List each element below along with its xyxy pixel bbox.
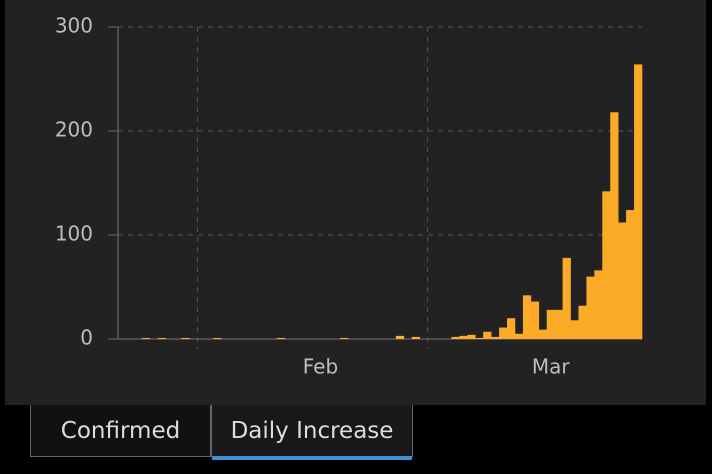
y-tick-label: 300	[55, 14, 93, 38]
bar	[626, 210, 635, 339]
bar	[578, 305, 587, 339]
bar	[538, 329, 548, 339]
x-tick-label: Mar	[532, 355, 571, 379]
bar	[141, 337, 151, 339]
bar	[562, 257, 571, 339]
bar	[499, 327, 508, 339]
bar	[586, 276, 595, 339]
bar	[483, 331, 492, 339]
bar	[610, 112, 619, 339]
bar	[570, 320, 579, 339]
bar	[530, 301, 540, 339]
bar	[491, 336, 500, 339]
bar	[554, 309, 563, 339]
bar	[546, 309, 555, 339]
x-tick-label: Feb	[303, 355, 338, 379]
bar	[411, 336, 420, 339]
y-tick-label: 0	[80, 326, 93, 350]
y-tick-label: 100	[55, 222, 93, 246]
bar	[522, 295, 532, 339]
bar	[157, 337, 166, 339]
bar	[507, 318, 516, 339]
bar	[181, 337, 190, 339]
bar	[459, 335, 468, 339]
bar	[618, 222, 627, 339]
bar	[395, 335, 405, 339]
bar	[514, 333, 524, 339]
bar	[594, 270, 603, 339]
y-tick-label: 200	[55, 118, 93, 142]
bar	[340, 337, 349, 339]
bar	[276, 337, 286, 339]
tab-confirmed[interactable]: Confirmed	[30, 405, 211, 457]
bar	[634, 64, 643, 339]
tab-daily-increase[interactable]: Daily Increase	[211, 405, 413, 460]
bar	[467, 334, 476, 339]
chart: 0 100 200 300 Feb Mar	[55, 14, 643, 379]
bar	[475, 337, 484, 339]
bar	[451, 336, 460, 339]
bar	[602, 191, 611, 339]
bar	[213, 337, 222, 339]
